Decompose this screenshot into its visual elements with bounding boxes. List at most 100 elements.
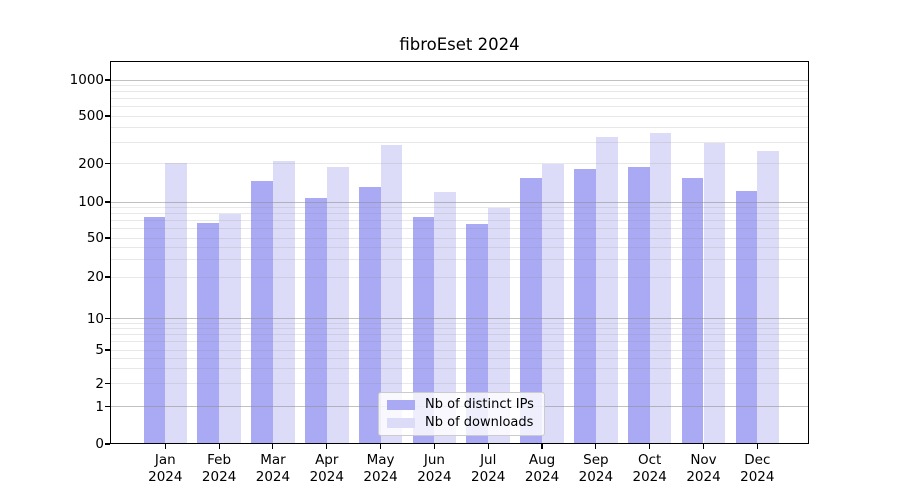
x-tick-mark-apr bbox=[326, 444, 328, 449]
x-tick-mark-jul bbox=[487, 444, 489, 449]
gridline-300 bbox=[110, 142, 809, 143]
x-tick-label-nov: Nov 2024 bbox=[686, 452, 721, 485]
x-tick-mark-may bbox=[380, 444, 382, 449]
bar-downloads-dec bbox=[757, 150, 780, 444]
x-tick-label-feb: Feb 2024 bbox=[201, 452, 237, 485]
y-tick-mark-2 bbox=[105, 382, 110, 385]
legend: Nb of distinct IPs Nb of downloads bbox=[378, 392, 545, 436]
gridline-70 bbox=[110, 220, 809, 221]
x-tick-mark-dec bbox=[756, 444, 758, 449]
bar-downloads-aug bbox=[542, 163, 564, 444]
gridline-3 bbox=[110, 368, 809, 370]
x-tick-label-jul: Jul 2024 bbox=[471, 452, 506, 485]
gridline-5 bbox=[110, 349, 809, 351]
bar-ips-jan bbox=[143, 216, 166, 444]
bar-downloads-jul bbox=[488, 208, 511, 444]
bar-downloads-mar bbox=[272, 161, 295, 444]
bar-ips-nov bbox=[681, 177, 704, 444]
y-tick-label-50: 50 bbox=[86, 230, 104, 246]
bar-downloads-sep bbox=[595, 136, 618, 444]
legend-label-ips: Nb of distinct IPs bbox=[425, 397, 534, 412]
x-tick-mark-mar bbox=[272, 444, 274, 449]
bar-downloads-may bbox=[380, 145, 403, 444]
y-tick-mark-10 bbox=[105, 317, 110, 320]
bar-ips-jul bbox=[466, 223, 489, 444]
bar-downloads-apr bbox=[326, 166, 349, 444]
x-tick-label-oct: Oct 2024 bbox=[632, 452, 667, 485]
y-tick-mark-0 bbox=[105, 443, 110, 445]
bar-downloads-nov bbox=[703, 143, 726, 444]
bar-downloads-feb bbox=[219, 214, 241, 444]
x-tick-mark-oct bbox=[649, 444, 651, 449]
gridline-400 bbox=[110, 127, 809, 129]
x-tick-label-dec: Dec 2024 bbox=[740, 452, 775, 485]
gridline-8 bbox=[110, 328, 809, 330]
x-tick-mark-aug bbox=[541, 444, 543, 449]
gridline-200 bbox=[110, 163, 809, 164]
x-tick-mark-nov bbox=[702, 444, 705, 449]
bar-downloads-oct bbox=[649, 132, 672, 444]
y-tick-label-500: 500 bbox=[78, 108, 104, 124]
gridline-80 bbox=[110, 213, 809, 215]
gridline-1000 bbox=[110, 79, 809, 81]
bar-ips-apr bbox=[304, 197, 327, 444]
y-tick-label-1: 1 bbox=[95, 398, 104, 415]
bar-ips-aug bbox=[520, 178, 543, 444]
x-tick-mark-sep bbox=[595, 444, 597, 449]
x-tick-mark-feb bbox=[218, 444, 220, 449]
gridline-9 bbox=[110, 322, 809, 324]
y-tick-mark-50 bbox=[105, 237, 110, 239]
bar-downloads-jan bbox=[165, 163, 188, 444]
x-tick-label-jun: Jun 2024 bbox=[417, 452, 452, 485]
gridline-2 bbox=[110, 383, 809, 384]
legend-item-ips: Nb of distinct IPs bbox=[387, 398, 536, 412]
gridline-6 bbox=[110, 341, 809, 343]
gridline-800 bbox=[110, 91, 809, 93]
y-tick-label-200: 200 bbox=[78, 155, 104, 172]
x-tick-mark-jan bbox=[164, 444, 166, 449]
gridline-500 bbox=[110, 115, 809, 117]
bar-ips-sep bbox=[574, 169, 596, 444]
bar-ips-feb bbox=[197, 222, 220, 444]
y-tick-mark-500 bbox=[105, 115, 110, 117]
y-tick-label-1000: 1000 bbox=[69, 72, 104, 88]
x-tick-mark-jun bbox=[433, 444, 435, 449]
y-tick-label-2: 2 bbox=[95, 375, 104, 392]
gridline-4 bbox=[110, 357, 809, 359]
y-tick-label-20: 20 bbox=[86, 269, 104, 285]
y-tick-label-0: 0 bbox=[95, 436, 104, 452]
gridline-40 bbox=[110, 247, 809, 248]
chart-title: fibroEset 2024 bbox=[399, 35, 520, 54]
gridline-20 bbox=[110, 276, 809, 278]
bar-ips-may bbox=[358, 186, 381, 444]
gridline-900 bbox=[110, 85, 809, 86]
gridline-600 bbox=[110, 106, 809, 107]
y-tick-label-10: 10 bbox=[86, 310, 104, 327]
plot-area: Nb of distinct IPs Nb of downloads bbox=[110, 61, 809, 444]
gridline-30 bbox=[110, 259, 809, 261]
y-tick-mark-1000 bbox=[105, 79, 110, 81]
legend-swatch-ips-icon bbox=[387, 400, 415, 410]
gridline-60 bbox=[110, 228, 809, 229]
gridline-50 bbox=[110, 237, 809, 239]
bar-ips-oct bbox=[627, 166, 650, 444]
legend-item-downloads: Nb of downloads bbox=[387, 416, 536, 430]
gridline-700 bbox=[110, 98, 809, 99]
y-tick-label-100: 100 bbox=[78, 194, 104, 210]
y-tick-mark-20 bbox=[105, 276, 110, 278]
bar-ips-dec bbox=[735, 191, 758, 444]
y-tick-mark-5 bbox=[105, 349, 110, 351]
y-tick-mark-100 bbox=[105, 201, 110, 203]
x-tick-label-apr: Apr 2024 bbox=[309, 452, 344, 485]
gridline-100 bbox=[110, 201, 809, 203]
gridline-7 bbox=[110, 334, 809, 336]
y-tick-mark-200 bbox=[105, 162, 110, 165]
x-tick-label-jan: Jan 2024 bbox=[148, 452, 183, 485]
gridline-90 bbox=[110, 207, 809, 208]
bar-ips-jun bbox=[412, 216, 435, 444]
legend-label-downloads: Nb of downloads bbox=[425, 415, 534, 430]
legend-swatch-downloads-icon bbox=[387, 418, 415, 428]
gridline-10 bbox=[110, 318, 809, 319]
bar-ips-mar bbox=[251, 181, 273, 444]
